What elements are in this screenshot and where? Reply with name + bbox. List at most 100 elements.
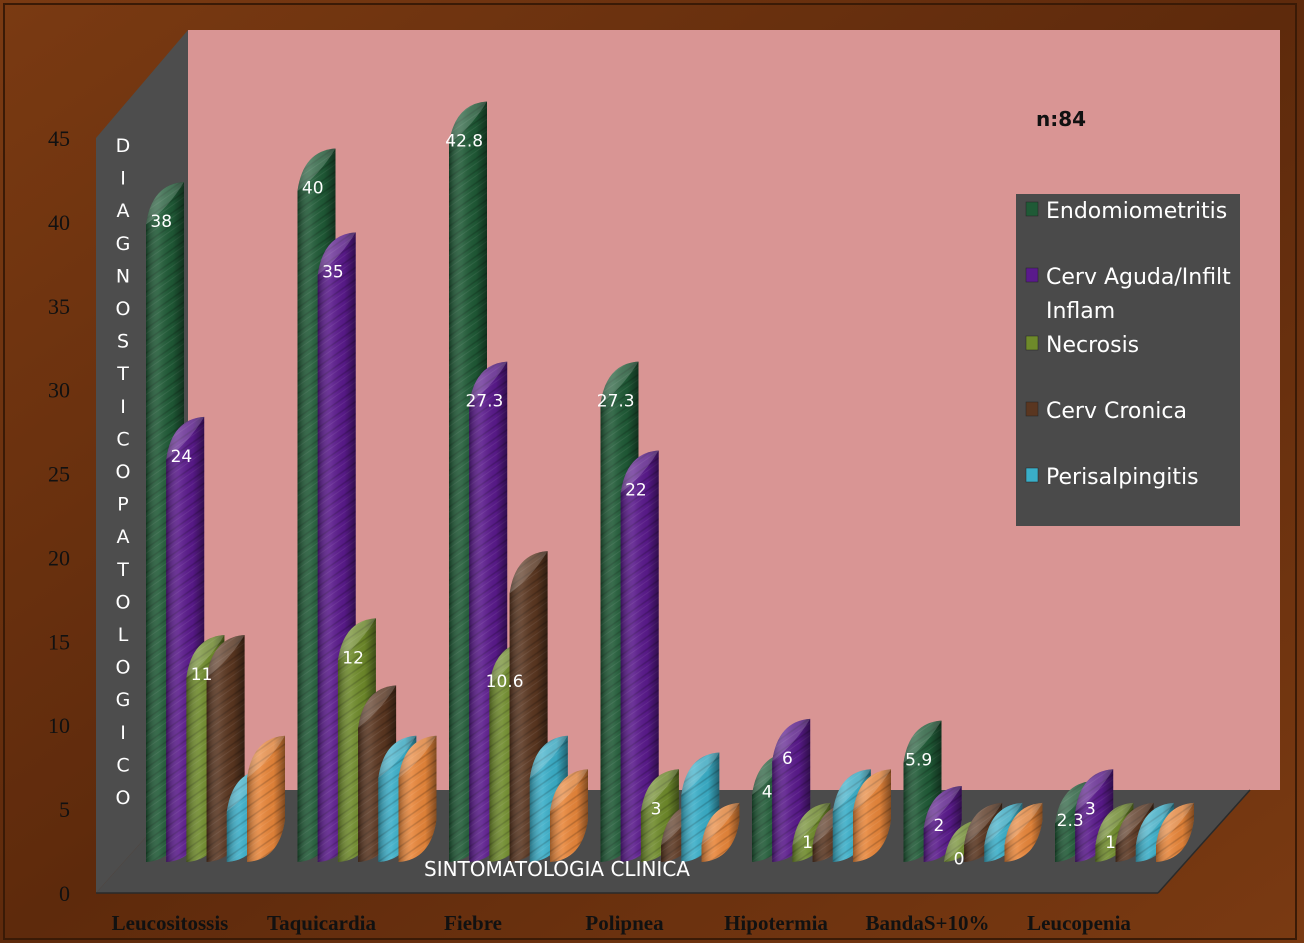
y-axis-title-letter: T (116, 559, 129, 581)
bar-cap (681, 752, 720, 795)
bar-cap (1095, 802, 1134, 846)
data-label: 35 (322, 262, 344, 282)
x-category-label: Fiebre (444, 911, 502, 935)
bar-cap (984, 802, 1023, 846)
y-axis-title-letter: A (117, 200, 130, 222)
x-category-label: Polipnea (585, 911, 664, 935)
bar-cap (1156, 802, 1194, 846)
legend-label: Perisalpingitis (1046, 465, 1199, 490)
legend-label: Endomiometritis (1046, 199, 1227, 224)
legend-label: Necrosis (1046, 333, 1139, 358)
y-tick-label: 35 (48, 294, 70, 319)
data-label: 40 (302, 178, 324, 198)
bar-cap (206, 635, 245, 678)
y-axis-title-letter: C (116, 754, 129, 776)
y-axis-title-letter: O (116, 461, 131, 483)
bar-cap (1115, 802, 1154, 846)
y-axis-title-letter: T (116, 363, 129, 385)
bar-cap (297, 148, 336, 191)
y-tick-label: 40 (48, 210, 70, 235)
y-axis-title-letter: I (120, 168, 126, 190)
data-label: 2 (933, 816, 944, 836)
legend-item-endomiometritis: Endomiometritis (1025, 199, 1227, 224)
data-label: 22 (625, 480, 647, 500)
data-label: 4 (762, 782, 773, 802)
x-category-label: BandaS+10% (865, 911, 989, 935)
y-tick-label: 45 (48, 126, 70, 151)
chart-frame-inner-border (3, 3, 1297, 940)
y-axis-title-letter: I (120, 396, 126, 418)
legend-label: Cerv Aguda/Infilt Inflam (1046, 265, 1231, 324)
bar-shading (1135, 802, 1174, 862)
x-axis-title: SINTOMATOLOGIA CLINICA (424, 857, 690, 881)
data-label: 1 (802, 833, 813, 853)
legend-item-necrosis: Necrosis (1025, 333, 1139, 358)
y-axis-title-letter: P (117, 494, 128, 516)
bar-necrosis-leucopenia (1095, 802, 1134, 862)
bar-shading (1115, 802, 1154, 862)
bar-cap (449, 101, 487, 144)
bar-cap (146, 182, 184, 225)
bar-shading (247, 735, 285, 862)
y-tick-label: 10 (48, 713, 70, 738)
bar-perisalpingitis-fiebre (529, 735, 568, 862)
y-axis-title-letter: O (116, 657, 131, 679)
legend-item-perisalpingitis: Perisalpingitis (1025, 465, 1199, 490)
bar-cerv-aguda-infilt-inflam-polipnea (620, 450, 659, 862)
bar-cap (701, 802, 740, 846)
y-tick-label: 25 (48, 462, 70, 487)
x-category-label: Leucositossis (112, 911, 229, 935)
bar-necrosis-hipotermia (792, 802, 831, 862)
data-label: 27.3 (465, 392, 503, 412)
y-tick-label: 20 (48, 545, 70, 570)
data-label: 12 (342, 648, 364, 668)
bar-cap (792, 802, 831, 846)
bar-shading (1156, 802, 1194, 862)
y-tick-label: 5 (59, 797, 70, 822)
bar-series-6-polipnea (701, 802, 740, 862)
y-axis-title-letter: O (116, 298, 131, 320)
y-axis-title-letter: N (116, 265, 130, 287)
legend-swatch (1025, 335, 1039, 351)
data-label: 11 (191, 665, 213, 685)
bar-cap (337, 618, 376, 661)
bar-cap (509, 551, 548, 594)
bar-series-6-taquicardia (398, 735, 437, 862)
bar-shading (398, 735, 437, 862)
bar-cap (964, 802, 1003, 846)
bar-shading (1004, 802, 1043, 862)
bar-cap (378, 735, 417, 779)
y-axis-title-letter: G (116, 233, 131, 255)
bar-cap (620, 450, 659, 493)
data-label: 10.6 (486, 672, 524, 692)
bar-cap (1004, 802, 1043, 846)
bar-series-6-hipotermia (853, 769, 891, 862)
bar-shading (792, 802, 831, 862)
legend-swatch (1025, 401, 1039, 417)
bar-shading (853, 769, 891, 862)
bar-cap (247, 735, 285, 779)
y-axis-title-letter: O (116, 591, 131, 613)
bar-shading (984, 802, 1023, 862)
x-category-label: Hipotermia (724, 911, 828, 935)
bars-layer (146, 101, 1194, 863)
y-axis-title-letter: I (120, 722, 126, 744)
y-tick-label: 30 (48, 378, 70, 403)
data-label: 42.8 (445, 132, 483, 152)
bar-cap (317, 232, 356, 275)
bar-cap (640, 769, 679, 812)
y-tick-label: 0 (59, 881, 70, 906)
legend-box (1016, 194, 1240, 526)
data-label: 5.9 (905, 751, 932, 771)
bar-series-6-leucopenia (1156, 802, 1194, 862)
bar-cap (600, 361, 639, 404)
bar-cap (186, 635, 225, 678)
bar-cap (529, 735, 568, 779)
data-labels: 38 24 11 40 35 12 42.8 27.3 10.6 27.3 22 3 46 1 5.9 20 2… (150, 132, 1116, 870)
data-label: 0 (954, 850, 965, 870)
legend-item-cerv-aguda-infilt-inflam: Cerv Aguda/Infilt Inflam (1025, 265, 1231, 324)
bar-cap (832, 769, 871, 812)
